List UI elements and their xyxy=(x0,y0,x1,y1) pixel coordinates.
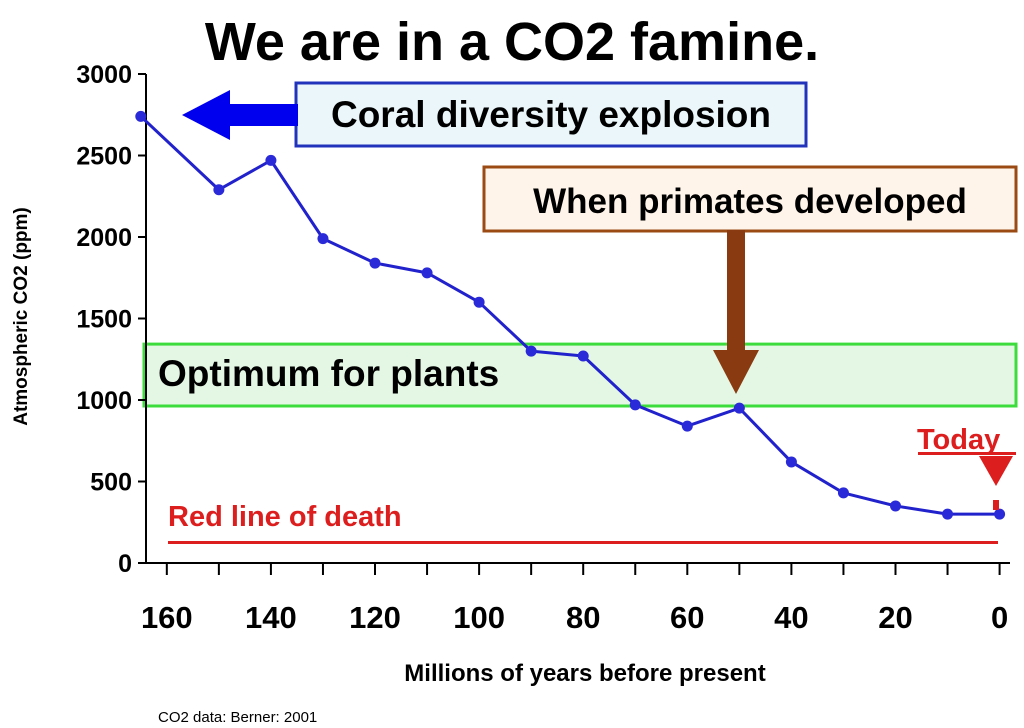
x-tick-label: 40 xyxy=(774,600,808,635)
data-point xyxy=(785,456,797,468)
source-note: CO2 data: Berner: 2001 xyxy=(158,709,317,726)
series-layer xyxy=(135,110,1006,520)
data-point xyxy=(421,267,433,279)
data-point xyxy=(213,184,225,196)
y-tick-label: 1500 xyxy=(76,306,132,334)
data-point xyxy=(265,154,277,166)
today-annotation: Today xyxy=(917,424,1016,510)
x-tick-label: 60 xyxy=(670,600,704,635)
primates-arrow xyxy=(713,230,759,394)
data-point xyxy=(942,508,954,520)
primates-annotation-box xyxy=(482,165,1018,233)
y-tick-label: 1000 xyxy=(76,387,132,415)
coral-arrow xyxy=(182,90,298,140)
y-tick-label: 3000 xyxy=(76,61,132,89)
y-tick-label: 2000 xyxy=(76,224,132,252)
data-point xyxy=(525,345,537,357)
primates-annotation: When primates developed xyxy=(482,165,1018,394)
coral-annotation-label: Coral diversity explosion xyxy=(331,94,771,135)
x-tick-label: 100 xyxy=(453,600,505,635)
x-tick-label: 160 xyxy=(141,600,193,635)
x-axis-label: Millions of years before present xyxy=(404,660,765,687)
data-point xyxy=(369,257,381,269)
coral-annotation: Coral diversity explosion xyxy=(182,81,808,148)
x-tick-label: 80 xyxy=(566,600,600,635)
y-tick-label: 500 xyxy=(90,469,132,497)
data-point xyxy=(733,402,745,414)
x-tick-label: 0 xyxy=(991,600,1008,635)
y-tick-label: 0 xyxy=(118,550,132,578)
optimum-label: Optimum for plants xyxy=(158,353,499,394)
today-marker xyxy=(993,500,999,510)
today-underline xyxy=(918,452,1016,455)
data-point xyxy=(889,500,901,512)
x-tick-label: 20 xyxy=(878,600,912,635)
y-axis-label: Atmospheric CO2 (ppm) xyxy=(11,207,32,426)
data-point xyxy=(473,296,485,308)
data-point xyxy=(577,350,589,362)
data-point xyxy=(994,508,1006,520)
today-arrow-icon xyxy=(979,456,1013,486)
red-line-label: Red line of death xyxy=(168,501,402,533)
x-tick-label: 140 xyxy=(245,600,297,635)
data-point xyxy=(681,420,693,432)
chart-title: We are in a CO2 famine. xyxy=(205,12,819,72)
coral-annotation-box xyxy=(294,81,808,148)
x-tick-label: 120 xyxy=(349,600,401,635)
today-label: Today xyxy=(917,424,1000,456)
data-point xyxy=(837,487,849,499)
data-point xyxy=(317,233,329,245)
tick-layer: 0 500 1000 1500 2000 2500 3000 160 140 120 100 80 60… xyxy=(76,61,1008,635)
y-tick-label: 2500 xyxy=(76,143,132,171)
primates-annotation-label: When primates developed xyxy=(533,182,967,221)
data-point xyxy=(629,399,641,411)
data-point xyxy=(135,110,147,122)
